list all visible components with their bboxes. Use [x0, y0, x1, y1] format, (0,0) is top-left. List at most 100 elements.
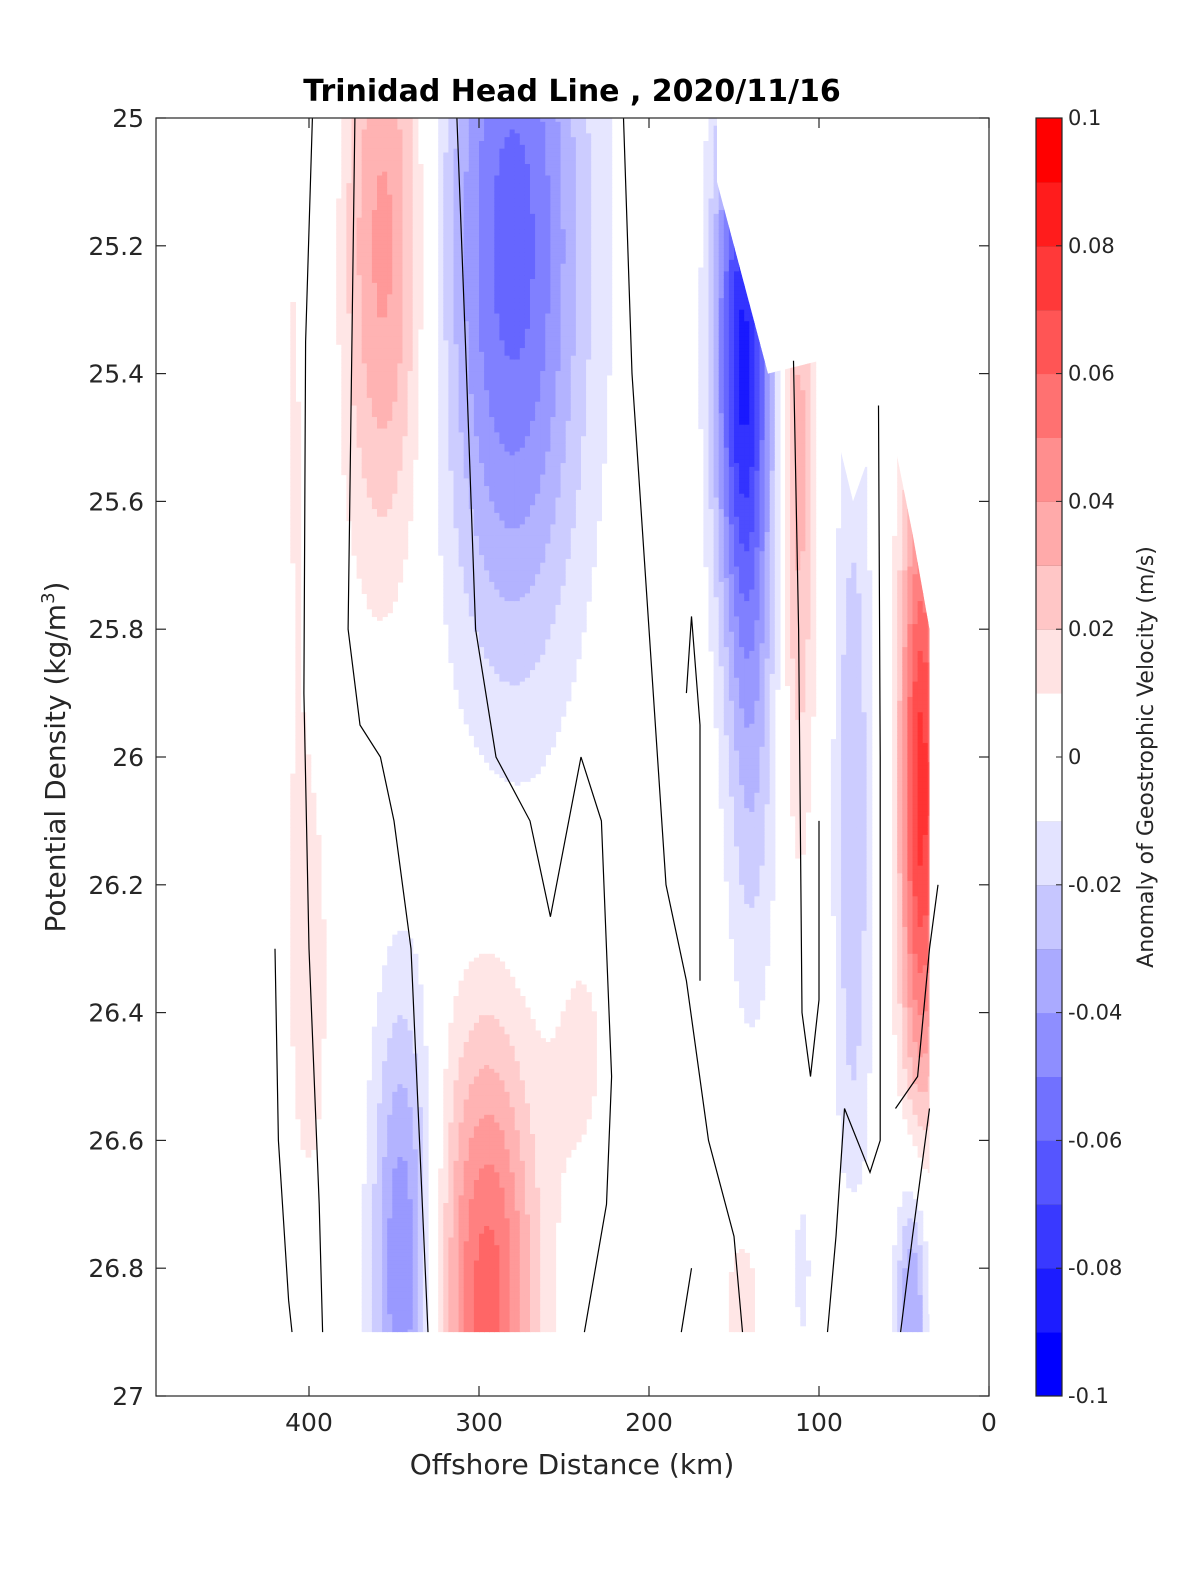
heatmap-cell [458, 190, 465, 196]
heatmap-cell [377, 313, 383, 318]
heatmap-cell [295, 409, 302, 414]
heatmap-cell [371, 332, 378, 338]
heatmap-cell [458, 658, 465, 664]
heatmap-cell [377, 290, 383, 295]
heatmap-cell [453, 677, 460, 683]
heatmap-cell [341, 298, 347, 303]
heatmap-cell [392, 202, 398, 207]
heatmap-cell [371, 539, 378, 545]
heatmap-cell [356, 210, 363, 215]
heatmap-cell [290, 972, 296, 978]
heatmap-cell [341, 470, 347, 476]
heatmap-cell [412, 259, 419, 265]
heatmap-cell [407, 1041, 414, 1047]
heatmap-cell [463, 601, 470, 606]
heatmap-cell [458, 275, 465, 280]
heatmap-cell [402, 1256, 409, 1262]
heatmap-cell [412, 440, 419, 445]
heatmap-cell [402, 1260, 409, 1265]
heatmap-cell [295, 647, 302, 652]
heatmap-cell [392, 1318, 398, 1323]
heatmap-cell [295, 892, 302, 897]
heatmap-cell [377, 597, 383, 602]
heatmap-cell [315, 903, 322, 909]
heatmap-cell [458, 401, 465, 407]
heatmap-cell [453, 141, 460, 146]
heatmap-cell [453, 1291, 460, 1296]
heatmap-cell [377, 1298, 383, 1304]
heatmap-cell [397, 1226, 404, 1231]
heatmap-cell [448, 397, 455, 403]
heatmap-cell [300, 949, 307, 955]
heatmap-cell [346, 194, 353, 200]
heatmap-cell [412, 424, 419, 430]
heatmap-cell [295, 777, 302, 782]
heatmap-cell [361, 378, 368, 384]
heatmap-cell [397, 1233, 404, 1239]
heatmap-cell [453, 516, 460, 522]
heatmap-cell [300, 1103, 307, 1108]
heatmap-cell [310, 1107, 317, 1112]
heatmap-cell [382, 535, 388, 541]
heatmap-cell [310, 984, 317, 989]
heatmap-cell [290, 547, 296, 552]
heatmap-cell [346, 470, 353, 476]
heatmap-cell [290, 551, 296, 556]
heatmap-cell [407, 1057, 414, 1062]
heatmap-cell [458, 493, 465, 499]
heatmap-cell [407, 371, 414, 376]
heatmap-cell [315, 865, 322, 871]
heatmap-cell [443, 1218, 449, 1223]
heatmap-cell [346, 386, 353, 391]
heatmap-cell [397, 1287, 404, 1292]
heatmap-cell [438, 328, 444, 334]
heatmap-cell [371, 1214, 378, 1219]
heatmap-cell [377, 1245, 383, 1250]
heatmap-cell [382, 248, 388, 253]
heatmap-cell [443, 482, 449, 487]
heatmap-cell [387, 1153, 393, 1158]
heatmap-cell [361, 194, 368, 200]
heatmap-cell [371, 1130, 378, 1135]
heatmap-cell [382, 1168, 388, 1173]
heatmap-cell [295, 804, 302, 809]
heatmap-cell [366, 558, 373, 564]
heatmap-cell [305, 1038, 312, 1043]
heatmap-cell [290, 505, 296, 510]
heatmap-cell [346, 256, 353, 261]
heatmap-cell [290, 808, 296, 813]
heatmap-cell [371, 1295, 378, 1300]
heatmap-cell [463, 325, 470, 330]
heatmap-cell [320, 1018, 327, 1024]
heatmap-cell [320, 957, 327, 963]
heatmap-cell [377, 1130, 383, 1135]
heatmap-cell [382, 466, 388, 472]
heatmap-cell [387, 961, 393, 966]
heatmap-cell [453, 1172, 460, 1177]
heatmap-cell [458, 1321, 465, 1327]
heatmap-cell [366, 371, 373, 376]
heatmap-cell [387, 1091, 393, 1097]
heatmap-cell [422, 1222, 429, 1227]
heatmap-cell [458, 1237, 465, 1242]
heatmap-cell [300, 861, 307, 867]
heatmap-cell [448, 1222, 455, 1227]
heatmap-cell [453, 670, 460, 675]
heatmap-cell [377, 217, 383, 223]
heatmap-cell [305, 953, 312, 959]
heatmap-cell [463, 528, 470, 533]
heatmap-cell [295, 631, 302, 637]
heatmap-cell [407, 1095, 414, 1101]
heatmap-cell [463, 478, 470, 483]
heatmap-cell [448, 543, 455, 548]
heatmap-cell [377, 551, 383, 556]
heatmap-cell [295, 854, 302, 859]
heatmap-cell [443, 1306, 449, 1311]
heatmap-cell [392, 160, 398, 165]
heatmap-cell [387, 608, 393, 614]
heatmap-cell [341, 198, 347, 203]
heatmap-cell [371, 355, 378, 361]
heatmap-cell [295, 850, 302, 855]
heatmap-cell [356, 240, 363, 246]
heatmap-cell [351, 355, 358, 361]
